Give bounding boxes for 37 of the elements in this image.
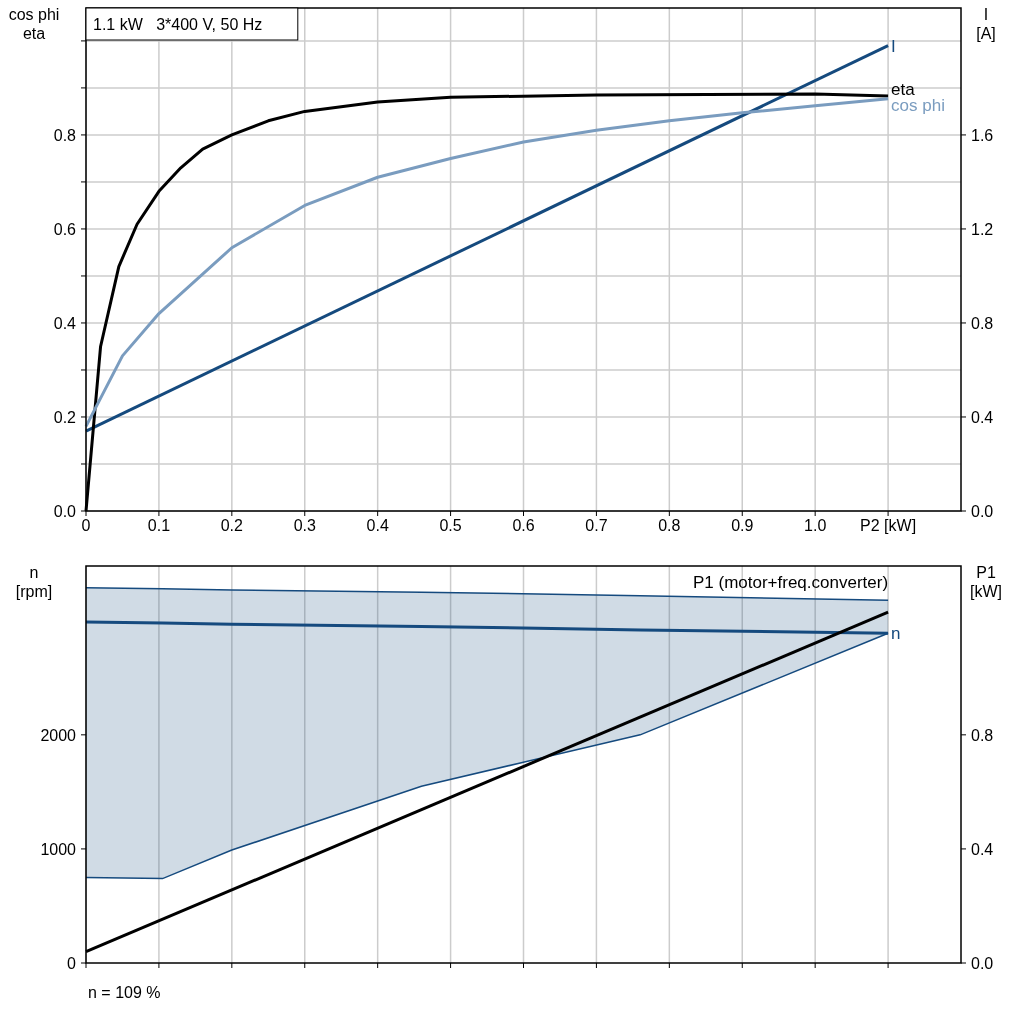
x-tick-label: 0 (81, 517, 91, 534)
x-tick-label: 0.5 (439, 517, 462, 534)
text: 1.1 kW 3*400 V, 50 Hz (93, 16, 263, 33)
x-tick-label: 0.6 (512, 517, 535, 534)
x-tick-label: 0.4 (366, 517, 389, 534)
x-tick-label: 0.2 (220, 517, 244, 534)
y-axis-title: cos phi eta (8, 6, 60, 42)
x-tick-label: 0.8 (658, 517, 681, 534)
series-label: I (891, 36, 896, 56)
x-tick-label: 0.1 (147, 517, 171, 534)
y2-axis-title: I [A] (976, 6, 996, 42)
y2-tick-label: 0.8 (971, 314, 994, 332)
x-tick-label: 0.9 (731, 517, 754, 534)
series-label: n (891, 624, 901, 644)
y2-tick-label: 0.0 (971, 955, 994, 972)
y2-tick-label: 1.6 (971, 126, 994, 144)
y-tick-label: 0.8 (53, 126, 77, 144)
x-tick-label: 0.3 (293, 517, 316, 534)
y2-tick-label: 1.2 (971, 220, 994, 238)
y-tick-label: 0.6 (53, 220, 77, 238)
x-tick-label: 0.7 (585, 517, 608, 534)
y2-tick-label: 0.4 (971, 840, 994, 858)
text: n = 109 % (88, 984, 161, 1001)
y-axis-title: n [rpm] (15, 564, 53, 600)
y2-tick-label: 0.0 (971, 503, 994, 520)
y2-tick-label: 0.8 (971, 726, 994, 744)
y-tick-label: 2000 (40, 726, 77, 744)
y-tick-label: 1000 (40, 840, 77, 858)
series-label: P1 (motor+freq.converter) (692, 573, 889, 593)
y-tick-label: 0 (67, 955, 77, 972)
y-tick-label: 0.0 (53, 503, 77, 520)
x-tick-label: P2 [kW] (860, 517, 917, 534)
y2-tick-label: 0.4 (971, 408, 994, 426)
x-tick-label: 1.0 (804, 517, 827, 534)
y-tick-label: 0.4 (53, 314, 77, 332)
y2-axis-title: P1 [kW] (970, 564, 1002, 600)
y-tick-label: 0.2 (53, 408, 77, 426)
